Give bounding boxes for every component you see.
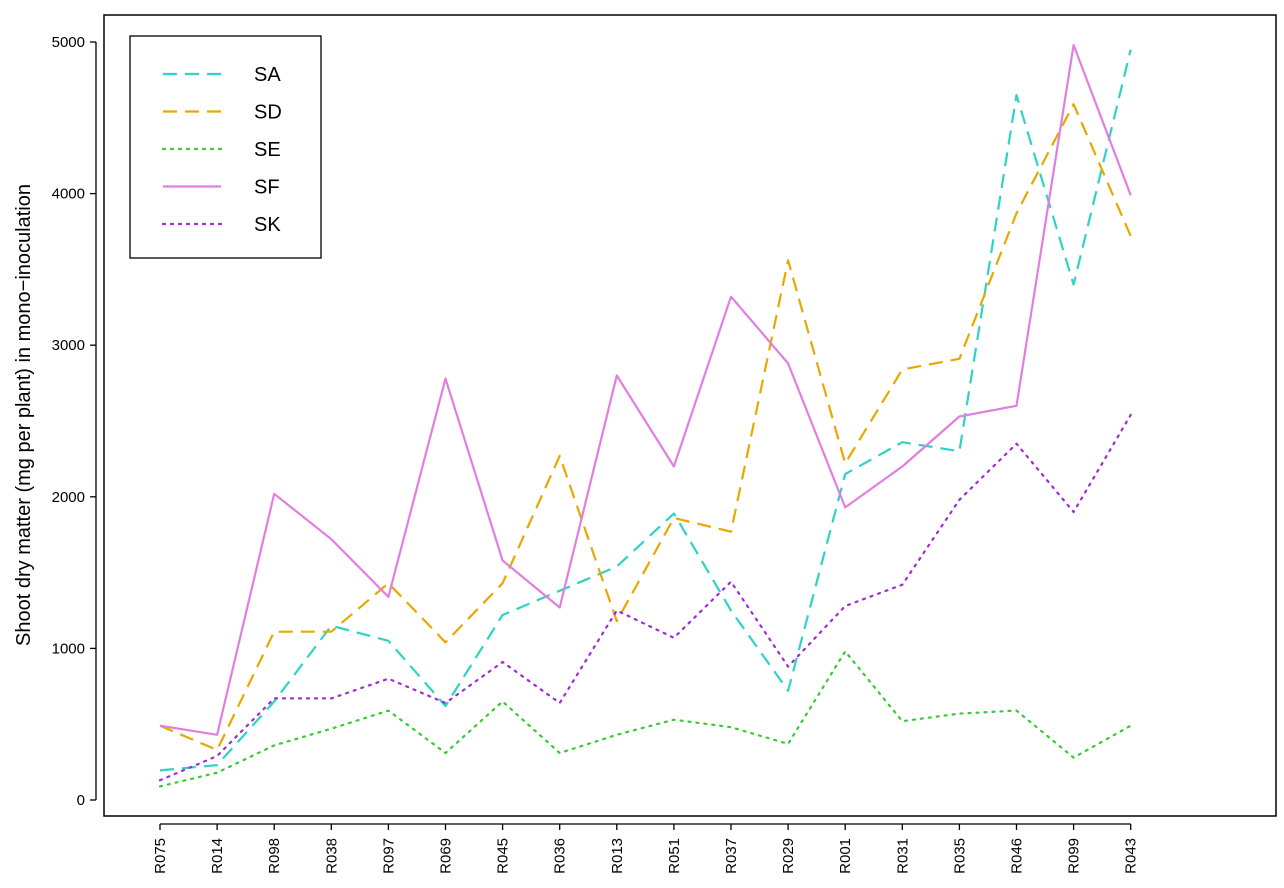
- x-tick-label: R013: [609, 838, 626, 874]
- x-tick-label: R036: [552, 838, 569, 874]
- legend-label-sa: SA: [254, 64, 281, 86]
- x-tick-label: R043: [1123, 838, 1140, 874]
- y-axis-title: Shoot dry matter (mg per plant) in mono−…: [13, 184, 35, 646]
- x-tick-label: R035: [951, 838, 968, 874]
- series-line-se: [158, 650, 1132, 788]
- x-tick-label: R075: [152, 838, 169, 874]
- x-tick-label: R037: [723, 838, 740, 874]
- x-tick-label: R029: [780, 838, 797, 874]
- y-tick-label: 0: [77, 792, 85, 809]
- y-tick-label: 1000: [52, 640, 85, 657]
- legend-label-sk: SK: [254, 214, 281, 236]
- legend-label-sd: SD: [254, 102, 282, 124]
- plot-frame: [103, 14, 1277, 817]
- x-tick-label: R046: [1009, 838, 1026, 874]
- x-tick-label: R098: [266, 838, 283, 874]
- y-tick-label: 4000: [52, 186, 85, 203]
- series-layer: [158, 43, 1132, 788]
- x-tick-label: R031: [894, 838, 911, 874]
- x-tick-label: R097: [380, 838, 397, 874]
- y-tick-label: 3000: [52, 337, 85, 354]
- x-tick-label: R069: [438, 838, 455, 874]
- y-tick-label: 5000: [52, 34, 85, 51]
- series-line-sk: [158, 413, 1132, 782]
- legend-label-se: SE: [254, 139, 281, 161]
- legend-label-sf: SF: [254, 177, 280, 199]
- x-tick-label: R014: [209, 838, 226, 874]
- x-axis: R075 R014 R098 R038 R097 R069 R045 R036 R013 R051…: [152, 823, 1140, 874]
- y-axis: 0 1000 2000 3000 4000 5000: [52, 34, 97, 809]
- legend: SA SD SE SF SK: [129, 35, 322, 259]
- x-tick-label: R099: [1066, 838, 1083, 874]
- x-tick-label: R001: [837, 838, 854, 874]
- y-tick-label: 2000: [52, 489, 85, 506]
- legend-box: [129, 35, 322, 259]
- x-tick-label: R038: [323, 838, 340, 874]
- x-tick-label: R051: [666, 838, 683, 874]
- series-line-sd: [159, 103, 1132, 752]
- series-line-sf: [159, 43, 1132, 736]
- x-tick-label: R045: [495, 838, 512, 874]
- series-line-sa: [159, 49, 1132, 772]
